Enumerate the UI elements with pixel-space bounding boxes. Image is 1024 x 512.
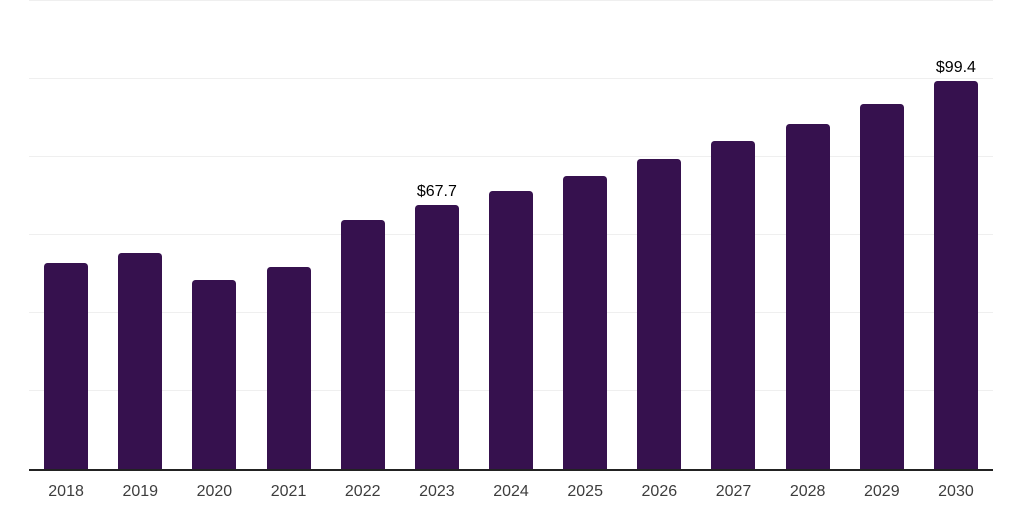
x-tick-2019: 2019 — [122, 483, 159, 500]
bar-2030 — [933, 81, 978, 469]
x-tick-2026: 2026 — [641, 483, 678, 500]
x-tick-2023: 2023 — [419, 483, 455, 500]
bar-2026 — [637, 159, 682, 469]
x-tick-2018: 2018 — [48, 483, 84, 500]
bar-2027 — [711, 141, 756, 469]
x-tick-2022: 2022 — [344, 483, 381, 500]
plot-area: $67.7 $99.4 — [29, 0, 993, 469]
x-tick-2030: 2030 — [938, 483, 974, 500]
x-axis-line — [29, 469, 993, 471]
x-tick-2021: 2021 — [270, 483, 307, 500]
bar-2024 — [489, 190, 533, 469]
bar-2020 — [192, 279, 237, 469]
bar-2021 — [266, 266, 311, 469]
x-tick-2029: 2029 — [864, 483, 900, 500]
bar-value-label-2023: $67.7 — [416, 182, 457, 200]
x-axis-labels: 2018 2019 2020 2021 2022 2023 2024 2025 2026 2027… — [29, 483, 993, 501]
bar-2023 — [414, 204, 459, 469]
gridline-120 — [29, 0, 993, 1]
bar-2022 — [340, 220, 385, 469]
gridline-100 — [29, 78, 993, 79]
bar-2029 — [859, 103, 904, 469]
bar-value-label-2030: $99.4 — [935, 59, 976, 77]
gridline-80 — [29, 156, 993, 157]
bar-2025 — [563, 176, 608, 469]
bar-2018 — [44, 263, 89, 469]
x-tick-2027: 2027 — [715, 483, 752, 500]
x-tick-2025: 2025 — [567, 483, 603, 500]
bar-2019 — [118, 252, 163, 469]
x-tick-2020: 2020 — [196, 483, 233, 500]
x-tick-2028: 2028 — [789, 483, 826, 500]
x-tick-2024: 2024 — [493, 483, 529, 500]
bar-2028 — [785, 123, 830, 469]
